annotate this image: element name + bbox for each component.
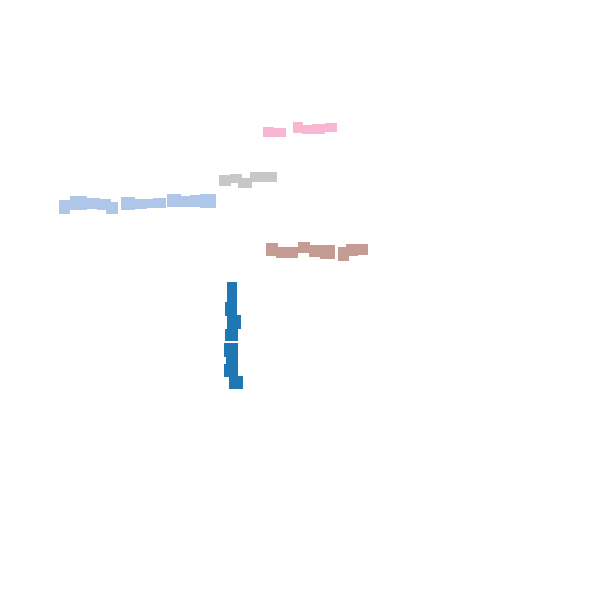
light-blue-stroke-segment (153, 198, 166, 208)
light-blue-stroke-segment (190, 195, 202, 207)
brown-stroke-segment (298, 242, 310, 253)
brown-stroke-segment (266, 243, 278, 256)
light-blue-stroke-segment (133, 199, 147, 209)
gray-stroke-segment (261, 172, 277, 182)
brown-stroke-segment (338, 247, 349, 261)
gray-stroke-segment (230, 174, 242, 183)
blue-stroke-segment (224, 364, 238, 377)
blue-stroke (224, 282, 243, 389)
gray-stroke-segment (219, 175, 231, 186)
brown-stroke-segment (346, 244, 358, 256)
light-blue-stroke-segment (86, 198, 100, 209)
pink-stroke-segment (325, 123, 337, 132)
light-blue-stroke (59, 194, 216, 214)
brown-stroke (266, 242, 368, 261)
blue-stroke-segment (225, 329, 238, 341)
pink-stroke-segment (263, 127, 274, 137)
pink-stroke-segment (302, 125, 314, 134)
brown-stroke-segment (356, 244, 368, 255)
light-blue-stroke-segment (200, 194, 216, 208)
blue-stroke-segment (229, 376, 243, 389)
brown-stroke-segment (320, 245, 335, 259)
pink-stroke-segment (312, 124, 325, 134)
blue-stroke-segment (225, 302, 237, 316)
light-blue-stroke-segment (106, 202, 118, 214)
blue-stroke-segment (227, 315, 241, 329)
light-blue-stroke-segment (121, 197, 135, 210)
light-blue-stroke-segment (180, 196, 192, 207)
pink-stroke (263, 122, 337, 137)
brown-stroke-segment (276, 247, 288, 258)
brown-stroke-segment (309, 245, 322, 257)
light-blue-stroke-segment (70, 196, 87, 210)
gray-stroke (219, 172, 277, 188)
blue-stroke-segment (227, 292, 237, 302)
light-blue-stroke-segment (59, 200, 70, 214)
gray-stroke-segment (238, 178, 252, 188)
pink-stroke-segment (273, 128, 286, 137)
blue-stroke-segment (226, 356, 238, 367)
brown-stroke-segment (287, 247, 298, 258)
light-blue-stroke-segment (145, 199, 155, 208)
gray-stroke-segment (250, 172, 262, 182)
light-blue-stroke-segment (167, 194, 181, 207)
pink-stroke-segment (293, 122, 303, 133)
blue-stroke-segment (227, 282, 237, 293)
blue-stroke-segment (224, 343, 238, 357)
light-blue-stroke-segment (97, 199, 111, 210)
